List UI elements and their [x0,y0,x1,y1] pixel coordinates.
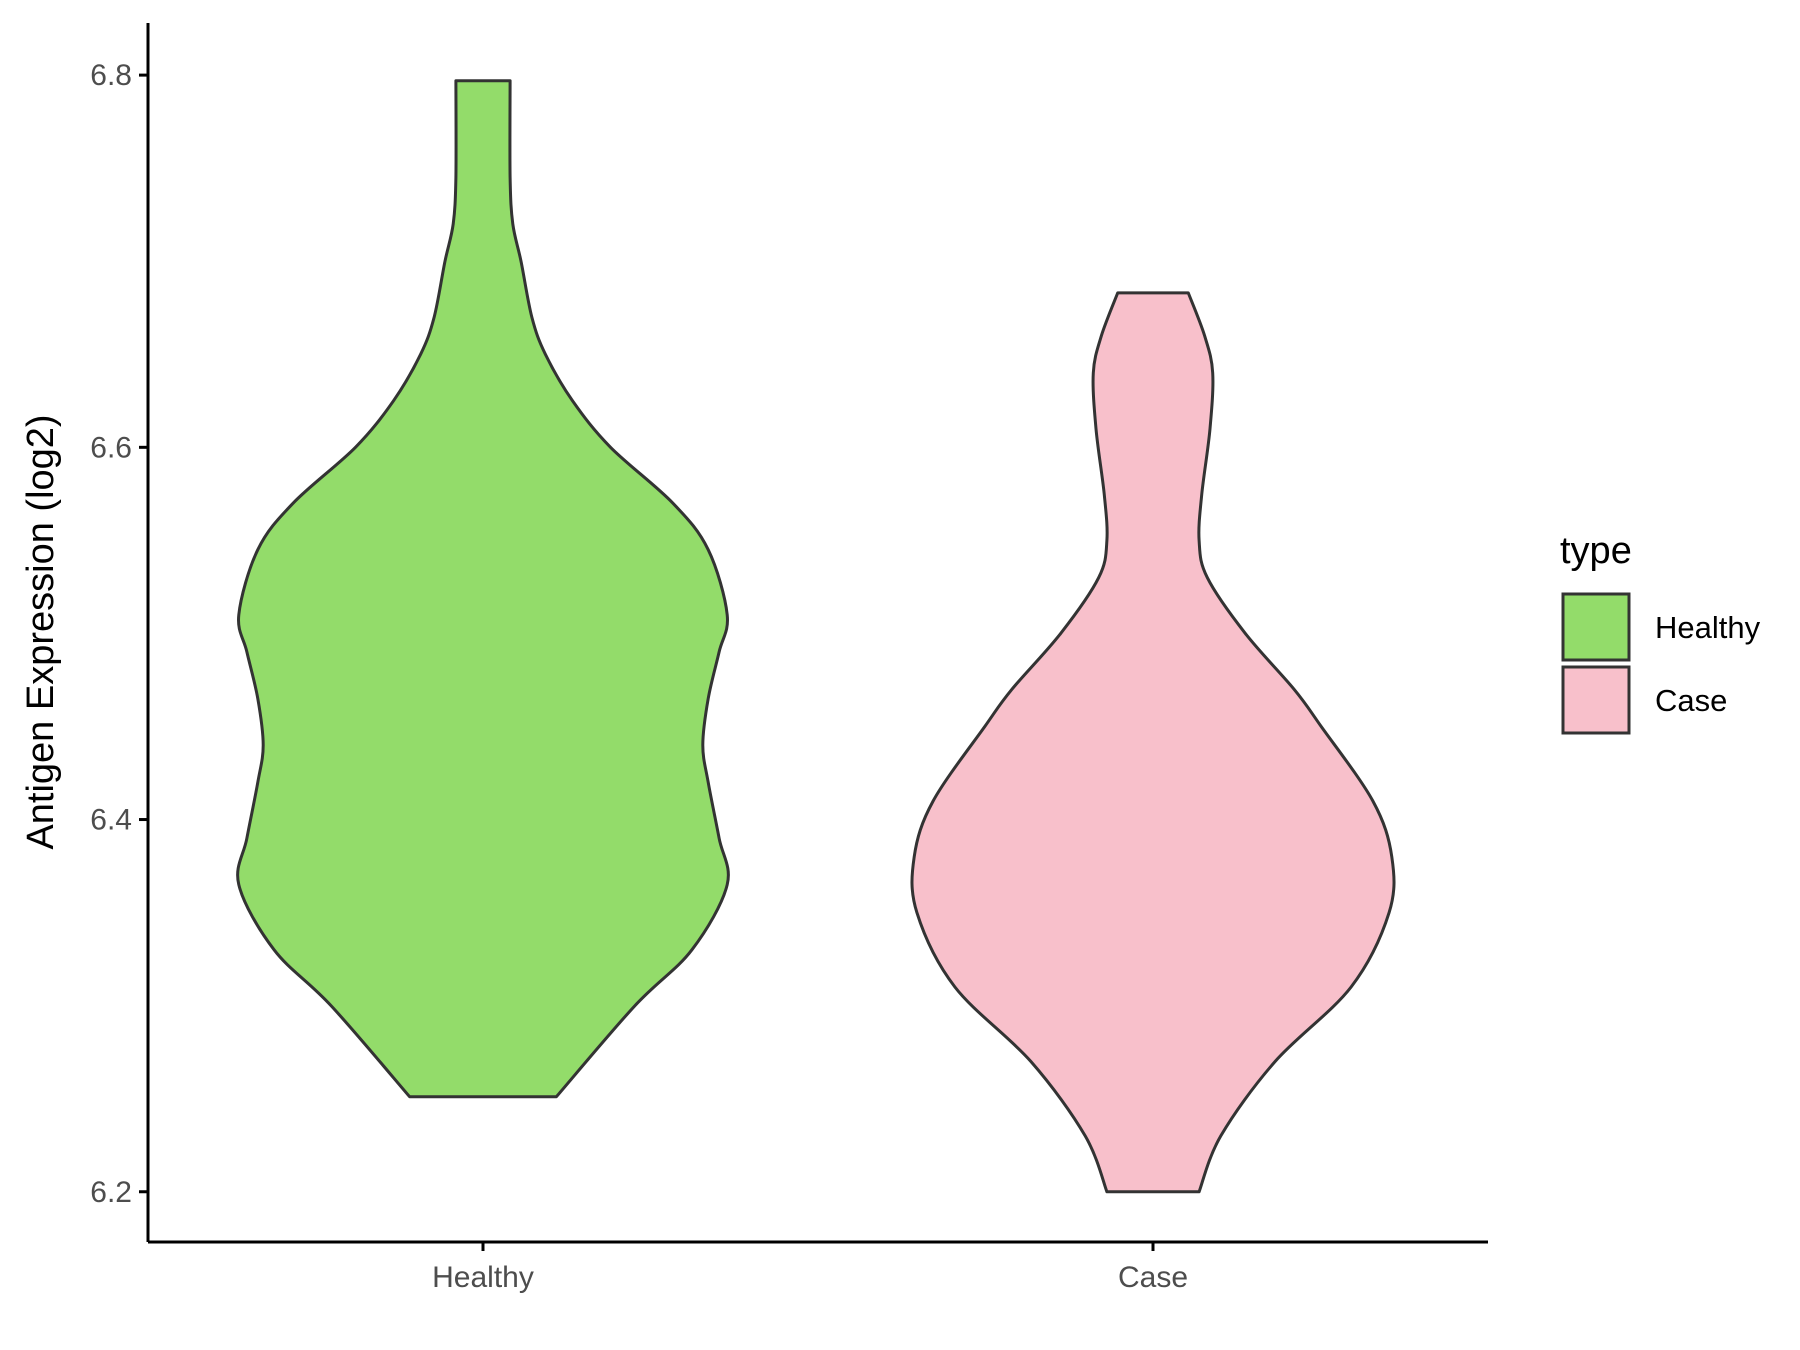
x-tick-label: Case [1118,1261,1188,1294]
legend: type Healthy Case [1560,530,1761,735]
y-tick-label: 6.4 [90,804,132,837]
legend-title: type [1560,530,1632,572]
legend-label-case: Case [1655,683,1727,718]
legend-label-healthy: Healthy [1655,610,1761,645]
y-ticks: 6.2 6.4 6.6 6.8 [90,59,148,1209]
x-ticks: Healthy Case [432,1242,1188,1294]
y-tick-label: 6.6 [90,431,132,464]
y-tick-label: 6.2 [90,1176,132,1209]
legend-key-case [1561,665,1631,735]
violin-healthy [236,79,730,1099]
y-axis-title: Antigen Expression (log2) [20,414,62,849]
y-tick-label: 6.8 [90,59,132,92]
axes [146,23,1488,1244]
plot-area [236,79,1396,1194]
violin-case [910,291,1396,1194]
legend-key-healthy [1561,592,1631,662]
x-tick-label: Healthy [432,1261,534,1294]
